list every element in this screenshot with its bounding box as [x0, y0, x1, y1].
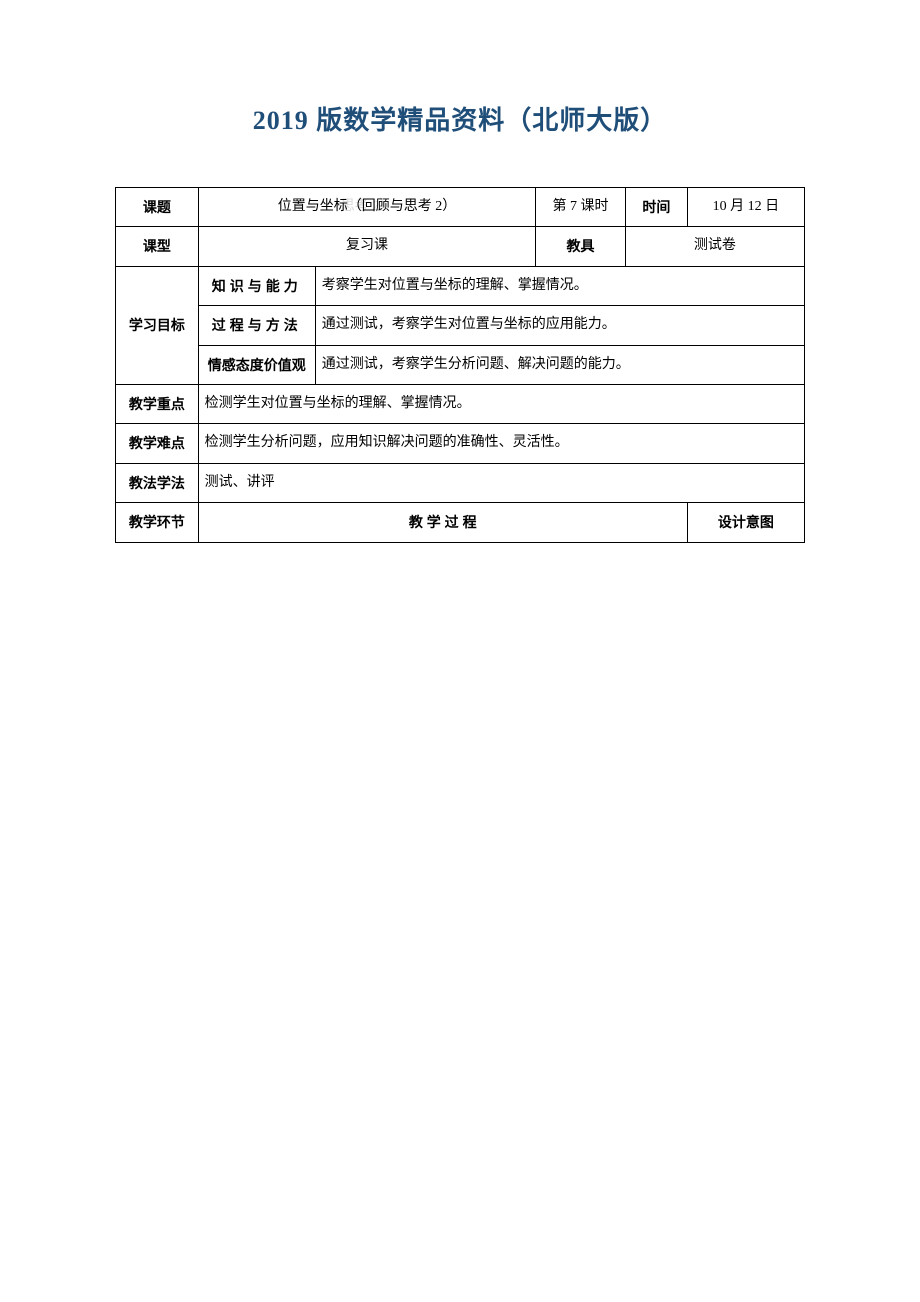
cell-difficulty: 检测学生分析问题，应用知识解决问题的准确性、灵活性。 [198, 424, 804, 463]
cell-period: 第 7 课时 [536, 188, 626, 227]
cell-knowledge: 考察学生对位置与坐标的理解、掌握情况。 [315, 266, 804, 305]
table-row: 教学重点 检测学生对位置与坐标的理解、掌握情况。 [116, 384, 805, 423]
table-row: 学习目标 知识与能力 考察学生对位置与坐标的理解、掌握情况。 [116, 266, 805, 305]
label-type: 课型 [116, 227, 199, 266]
cell-process-header: 教 学 过 程 [198, 503, 687, 542]
label-emotion: 情感态度价值观 [198, 345, 315, 384]
cell-process: 通过测试，考察学生对位置与坐标的应用能力。 [315, 306, 804, 345]
label-process: 过程与方法 [198, 306, 315, 345]
cell-emotion: 通过测试，考察学生分析问题、解决问题的能力。 [315, 345, 804, 384]
label-method: 教法学法 [116, 463, 199, 502]
label-knowledge: 知识与能力 [198, 266, 315, 305]
cell-intent-header: 设计意图 [687, 503, 804, 542]
label-topic: 课题 [116, 188, 199, 227]
cell-topic: 思考 2） 位置与坐标（回顾与思考 2） [198, 188, 536, 227]
cell-tool: 测试卷 [625, 227, 804, 266]
label-tool: 教具 [536, 227, 626, 266]
label-objectives: 学习目标 [116, 266, 199, 384]
table-row: 课题 思考 2） 位置与坐标（回顾与思考 2） 第 7 课时 时间 10 月 1… [116, 188, 805, 227]
page-title: 2019 版数学精品资料（北师大版） [115, 100, 805, 137]
table-row: 情感态度价值观 通过测试，考察学生分析问题、解决问题的能力。 [116, 345, 805, 384]
cell-time: 10 月 12 日 [687, 188, 804, 227]
label-keypoint: 教学重点 [116, 384, 199, 423]
cell-type: 复习课 [198, 227, 536, 266]
cell-method: 测试、讲评 [198, 463, 804, 502]
table-row: 教学难点 检测学生分析问题，应用知识解决问题的准确性、灵活性。 [116, 424, 805, 463]
cell-keypoint: 检测学生对位置与坐标的理解、掌握情况。 [198, 384, 804, 423]
table-row: 课型 复习课 教具 测试卷 [116, 227, 805, 266]
label-difficulty: 教学难点 [116, 424, 199, 463]
label-time: 时间 [625, 188, 687, 227]
table-row: 过程与方法 通过测试，考察学生对位置与坐标的应用能力。 [116, 306, 805, 345]
table-row: 教法学法 测试、讲评 [116, 463, 805, 502]
topic-text: 位置与坐标（回顾与思考 2） [278, 199, 457, 214]
table-row: 教学环节 教 学 过 程 设计意图 [116, 503, 805, 542]
lesson-plan-table: 课题 思考 2） 位置与坐标（回顾与思考 2） 第 7 课时 时间 10 月 1… [115, 187, 805, 543]
label-stage: 教学环节 [116, 503, 199, 542]
